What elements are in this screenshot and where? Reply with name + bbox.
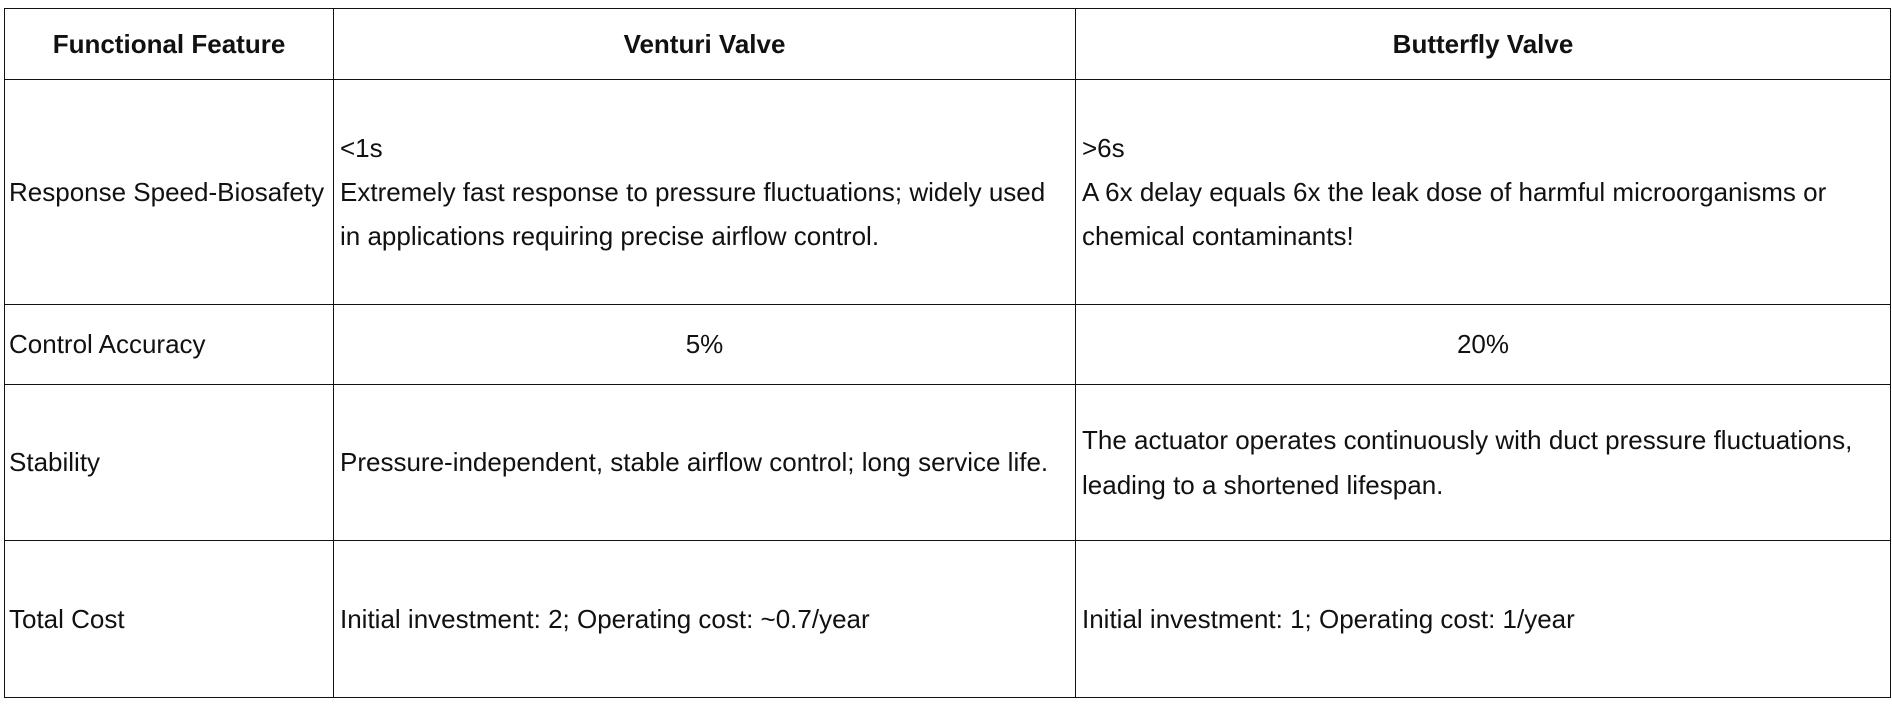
table-cell: The actuator operates continuously with … [1075, 384, 1891, 541]
comparison-table: Functional Feature Venturi Valve Butterfly… [4, 8, 1891, 698]
cell-text: 20% [1456, 329, 1510, 360]
cell-text: Control Accuracy [9, 329, 206, 360]
table-cell: Pressure-independent, stable airflow con… [333, 384, 1076, 541]
cell-text: A 6x delay equals 6x the leak dose of ha… [1082, 176, 1827, 252]
cell-text: Extremely fast response to pressure fluc… [340, 176, 1046, 252]
cell-text: Stability [9, 447, 101, 478]
cell-text: <1s [340, 132, 383, 163]
cell-text: Initial investment: 2; Operating cost: ~… [340, 603, 870, 634]
table-cell: >6s A 6x delay equals 6x the leak dose of… [1075, 79, 1891, 305]
table-row: Response Speed-Biosafety <1s Extremely fas… [4, 79, 1891, 305]
header-cell: Functional Feature [4, 8, 334, 80]
row-label-cell: Control Accuracy [4, 304, 334, 385]
cell-text: Initial investment: 1; Operating cost: 1… [1082, 603, 1575, 634]
cell-text: The actuator operates continuously with … [1082, 425, 1853, 500]
cell-text: Response Speed-Biosafety [9, 176, 325, 207]
row-label-cell: Response Speed-Biosafety [4, 79, 334, 305]
table-cell: 5% [333, 304, 1076, 385]
header-cell: Venturi Valve [333, 8, 1076, 80]
cell-text: >6s [1082, 132, 1125, 163]
cell-text: Pressure-independent, stable airflow con… [340, 447, 1049, 478]
row-label-cell: Stability [4, 384, 334, 541]
table-row: Total Cost Initial investment: 2; Operati… [4, 540, 1891, 698]
table-cell: Initial investment: 2; Operating cost: ~… [333, 540, 1076, 698]
cell-text: 5% [685, 329, 724, 360]
table-row: Stability Pressure-independent, stable ai… [4, 384, 1891, 541]
table-cell: <1s Extremely fast response to pressure f… [333, 79, 1076, 305]
header-cell: Butterfly Valve [1075, 8, 1891, 80]
table-row: Control Accuracy 5% 20% [4, 304, 1891, 385]
table-cell: 20% [1075, 304, 1891, 385]
table-cell: Initial investment: 1; Operating cost: 1… [1075, 540, 1891, 698]
row-label-cell: Total Cost [4, 540, 334, 698]
cell-text: Total Cost [9, 603, 125, 634]
header-row: Functional Feature Venturi Valve Butterfly… [4, 8, 1891, 80]
